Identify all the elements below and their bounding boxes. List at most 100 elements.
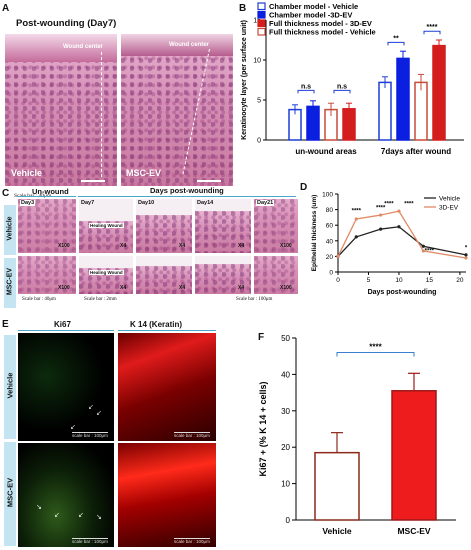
panel-e-ki67-vehicle: ↙ ↙ ↙ scale bar : 100μm	[18, 333, 114, 441]
panel-c-scale-bar-1: Scale bar : 40μm	[22, 297, 56, 302]
panel-c-mscev-day10: X4	[136, 256, 192, 294]
legend-swatch	[257, 27, 266, 36]
x-category-label: un-wound areas	[295, 147, 357, 156]
y-tick-label: 0	[329, 270, 333, 277]
data-point	[354, 217, 358, 221]
panel-a-mscev-label: MSC-EV	[126, 168, 162, 178]
y-tick-label: 10	[253, 58, 261, 65]
x-category-label: Vehicle	[322, 526, 352, 536]
significance-label: n.s	[337, 83, 347, 90]
y-axis-label: Epithelial thickness (um)	[311, 195, 318, 272]
panel-f-letter: F	[258, 332, 265, 343]
legend-label: Vehicle	[439, 196, 460, 203]
y-tick-label: 30	[281, 407, 290, 416]
significance-bracket	[297, 89, 315, 94]
panel-e-k14-vehicle: scale bar : 100μm	[118, 333, 216, 441]
panel-e-ki67-mscev: ↘ ↙ ↙ ↘ scale bar : 100μm	[18, 443, 114, 547]
panel-c-vehicle-day14: Day14 X4	[195, 199, 251, 253]
x-tick-label: 10	[395, 277, 403, 284]
data-point	[354, 235, 358, 239]
series-line	[337, 210, 467, 259]
y-tick-label: 15	[253, 18, 261, 25]
panel-c-header-rule-left	[18, 196, 76, 197]
y-tick-label: 0	[286, 516, 291, 525]
legend-label: 3D-EV	[439, 205, 459, 212]
y-tick-label: 80	[326, 207, 334, 214]
y-axis-label: Ki67 + (% K 14 + cells)	[258, 381, 268, 476]
panel-c-letter: C	[2, 188, 10, 199]
significance-bracket	[333, 89, 351, 94]
y-tick-label: 20	[281, 443, 290, 452]
panel-c-mscev-day7: Healing Wound X4	[79, 256, 133, 294]
legend-swatch	[257, 10, 266, 19]
y-tick-label: 5	[257, 98, 261, 105]
data-point	[379, 227, 383, 231]
significance-bracket	[336, 352, 415, 357]
y-tick-label: 40	[326, 238, 334, 245]
panel-c-row-label-mscev: MSC-EV	[4, 258, 16, 308]
data-point	[336, 254, 340, 258]
data-point	[464, 253, 468, 257]
healing-wound-label: Healing Wound	[89, 223, 124, 228]
x-tick-label: 20	[456, 277, 464, 284]
panel-c-vehicle-day10: Day10 X4	[136, 199, 192, 253]
significance-label: ****	[404, 202, 414, 208]
legend-swatch	[257, 19, 266, 28]
legend-label: Full thickness model - Vehicle	[269, 28, 376, 37]
significance-label: ****	[384, 202, 394, 208]
data-point	[421, 249, 425, 253]
y-tick-label: 10	[281, 480, 290, 489]
panel-c-row-label-vehicle: Vehicle	[4, 205, 16, 255]
panel-c-days-header: Days post-wounding	[150, 186, 224, 195]
panel-a-letter: A	[2, 3, 10, 14]
panel-c-vehicle-day7: Day7 Healing Wound X4	[79, 199, 133, 253]
significance-bracket	[423, 30, 441, 35]
y-tick-label: 50	[281, 334, 290, 343]
legend-label: Full thickness model - 3D-EV	[269, 19, 372, 28]
panel-c-scale-bar-3: Scale bar : 100μm	[236, 297, 273, 302]
panel-f-chart: 0 10 20 30 40 50 Ki67 + (% K 14 + cells) Vehicl…	[258, 334, 456, 536]
data-point	[421, 244, 425, 248]
significance-label: ****	[376, 206, 386, 212]
scale-bar-line	[81, 180, 105, 182]
panel-c-scale-bar-2: Scale bar : 2mm	[84, 297, 117, 302]
bar	[432, 44, 446, 141]
healing-wound-label: Healing Wound	[89, 270, 124, 275]
series-line	[337, 226, 467, 257]
legend-label: Chamber model -3D-EV	[269, 11, 352, 20]
x-tick-label: 0	[336, 277, 340, 284]
bar	[414, 81, 428, 141]
panel-e-col-header-ki67: Ki67	[54, 320, 71, 329]
panel-e-col-header-k14: K 14 (Keratin)	[130, 320, 183, 329]
wound-center-label-left: Wound center	[63, 44, 103, 50]
x-category-label: MSC-EV	[397, 526, 430, 536]
legend-swatch	[257, 2, 266, 11]
panel-b-letter: B	[239, 3, 247, 14]
wound-center-label-right: Wound center	[169, 42, 209, 48]
panel-d-chart: 0 20 40 60 80 100 0 5 10 15 20 Days post-wounding Ep…	[311, 192, 468, 297]
panel-c-vehicle-day21: Day21 X100	[254, 199, 298, 253]
y-tick-label: 0	[257, 138, 261, 145]
panel-b-chart: 0 5 10 15 Keratinocyte layer (per surface un…	[241, 2, 464, 156]
bar	[396, 57, 410, 141]
significance-label: ****	[425, 249, 435, 255]
panel-c-header-rule-right	[78, 196, 296, 197]
panel-a-vehicle-label: Vehicle	[11, 168, 43, 178]
significance-label: ****	[352, 209, 362, 215]
significance-label: n.s	[301, 83, 311, 90]
wound-center-line-left	[101, 52, 102, 177]
bar	[314, 451, 360, 521]
panel-c-vehicle-day3: Day3 X100	[18, 199, 76, 253]
data-point	[464, 256, 468, 260]
y-tick-label: 20	[326, 254, 334, 261]
panel-a-vehicle-image: Wound center Vehicle	[5, 34, 117, 186]
x-tick-label: 5	[367, 277, 371, 284]
legend-label: Chamber model - Vehicle	[269, 2, 358, 11]
panel-c-mscev-unwound: X100	[18, 256, 76, 294]
x-axis-label: Days post-wounding	[368, 289, 437, 296]
bar	[391, 390, 437, 521]
panel-c-unwound-header: Un-wound	[32, 187, 69, 196]
panel-c-mscev-day14: X4	[195, 256, 251, 294]
panel-a-title: Post-wounding (Day7)	[16, 18, 117, 29]
significance-label: ****	[369, 343, 382, 352]
